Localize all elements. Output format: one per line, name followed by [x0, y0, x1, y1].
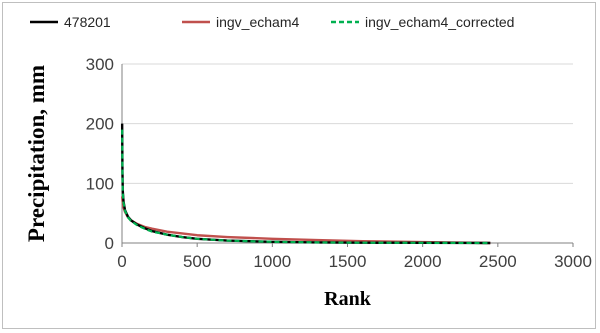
- legend-label-ingv_echam4: ingv_echam4: [216, 14, 299, 30]
- axes: [121, 64, 574, 247]
- legend-label-ingv_echam4_corrected: ingv_echam4_corrected: [365, 14, 514, 30]
- tick-labels: 0 500 1000 1500 2000 2500 3000 0 100 200 300: [86, 55, 592, 271]
- y-tick-label: 0: [105, 234, 114, 253]
- x-tick-label: 2500: [479, 252, 517, 271]
- series-line-ingv_echam4_corrected: [121, 129, 491, 245]
- x-tick-label: 0: [117, 252, 126, 271]
- x-axis-title: Rank: [324, 288, 372, 310]
- chart-frame: [2, 2, 596, 329]
- series-lines: [120, 123, 491, 245]
- y-axis-title: Precipitation, mm: [24, 65, 49, 242]
- x-tick-label: 2000: [404, 252, 442, 271]
- x-tick-label: 1500: [329, 252, 367, 271]
- grid-lines: [122, 63, 573, 184]
- y-tick-label: 100: [86, 174, 114, 193]
- x-tick-label: 1000: [253, 252, 291, 271]
- legend: 478201 ingv_echam4 ingv_echam4_corrected: [30, 14, 514, 30]
- x-tick-label: 3000: [554, 252, 592, 271]
- x-tick-label: 500: [183, 252, 211, 271]
- y-tick-label: 300: [86, 55, 114, 74]
- legend-label-478201: 478201: [64, 14, 111, 30]
- y-tick-label: 200: [86, 115, 114, 134]
